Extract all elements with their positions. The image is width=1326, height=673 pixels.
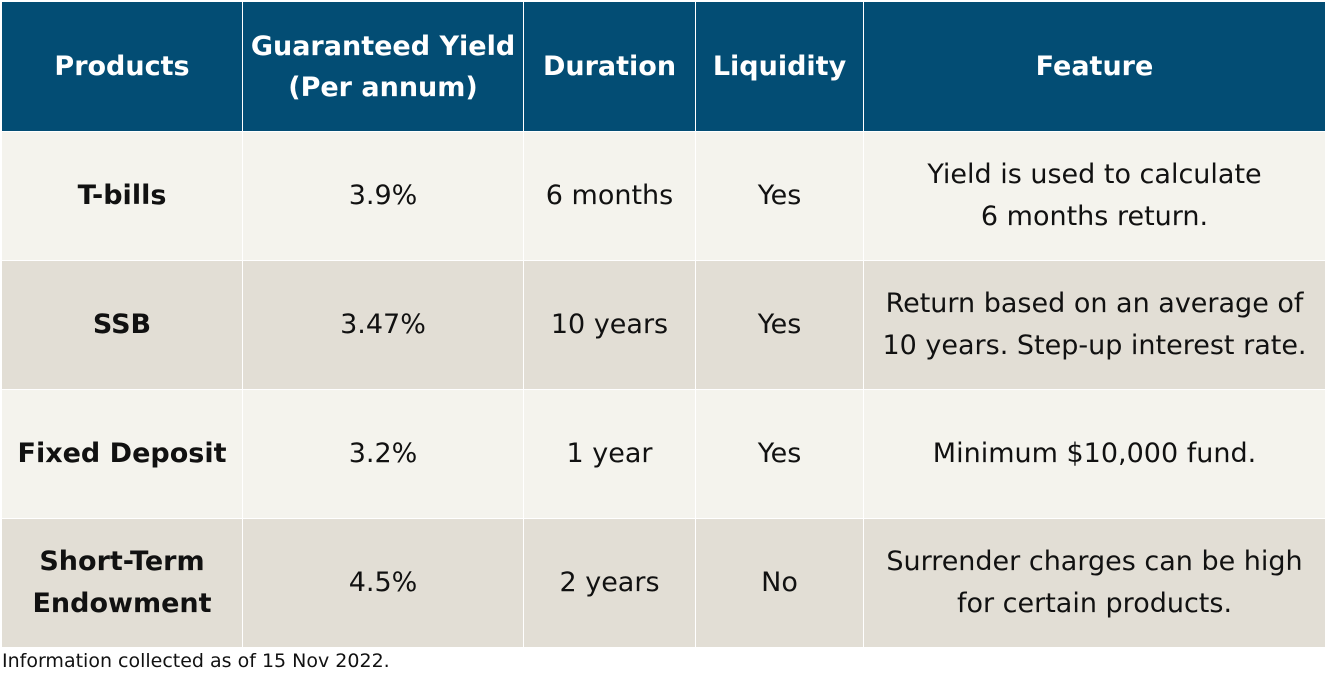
table-row: Fixed Deposit 3.2% 1 year Yes Minimum $1…	[1, 389, 1326, 519]
yield-cell: 3.2%	[242, 389, 524, 519]
header-liquidity: Liquidity	[695, 1, 864, 132]
feature-cell: Yield is used to calculate 6 months retu…	[863, 131, 1326, 261]
table-header-row: Products Guaranteed Yield (Per annum) Du…	[1, 1, 1326, 132]
yield-cell: 4.5%	[242, 518, 524, 648]
comparison-table: Products Guaranteed Yield (Per annum) Du…	[1, 1, 1326, 648]
header-yield-line1: Guaranteed Yield	[250, 30, 516, 62]
table-row: SSB 3.47% 10 years Yes Return based on a…	[1, 260, 1326, 390]
product-cell: SSB	[1, 260, 243, 390]
header-yield-line2: (Per annum)	[288, 71, 478, 103]
feature-line1: Return based on an average of	[885, 288, 1304, 319]
feature-line2: 6 months return.	[980, 201, 1209, 232]
liquidity-cell: Yes	[695, 389, 864, 519]
yield-cell: 3.47%	[242, 260, 524, 390]
header-products: Products	[1, 1, 243, 132]
header-guaranteed-yield: Guaranteed Yield (Per annum)	[242, 1, 524, 132]
feature-cell: Minimum $10,000 fund.	[863, 389, 1326, 519]
duration-cell: 1 year	[523, 389, 696, 519]
footnote: Information collected as of 15 Nov 2022.	[2, 650, 390, 672]
header-duration: Duration	[523, 1, 696, 132]
feature-line2: for certain products.	[956, 588, 1233, 619]
product-cell: Short-Term Endowment	[1, 518, 243, 648]
liquidity-cell: Yes	[695, 260, 864, 390]
feature-cell: Return based on an average of 10 years. …	[863, 260, 1326, 390]
feature-line1: Surrender charges can be high	[886, 546, 1303, 577]
liquidity-cell: No	[695, 518, 864, 648]
feature-line2: 10 years. Step-up interest rate.	[882, 330, 1307, 361]
feature-cell: Surrender charges can be high for certai…	[863, 518, 1326, 648]
header-feature: Feature	[863, 1, 1326, 132]
duration-cell: 2 years	[523, 518, 696, 648]
table-row: T-bills 3.9% 6 months Yes Yield is used …	[1, 131, 1326, 261]
table-row: Short-Term Endowment 4.5% 2 years No Sur…	[1, 518, 1326, 648]
feature-line1: Yield is used to calculate	[927, 159, 1262, 190]
duration-cell: 6 months	[523, 131, 696, 261]
product-line2: Endowment	[32, 588, 212, 619]
duration-cell: 10 years	[523, 260, 696, 390]
yield-cell: 3.9%	[242, 131, 524, 261]
product-cell: T-bills	[1, 131, 243, 261]
feature-line1: Minimum $10,000 fund.	[932, 438, 1257, 469]
product-cell: Fixed Deposit	[1, 389, 243, 519]
product-line1: Short-Term	[39, 546, 205, 577]
liquidity-cell: Yes	[695, 131, 864, 261]
